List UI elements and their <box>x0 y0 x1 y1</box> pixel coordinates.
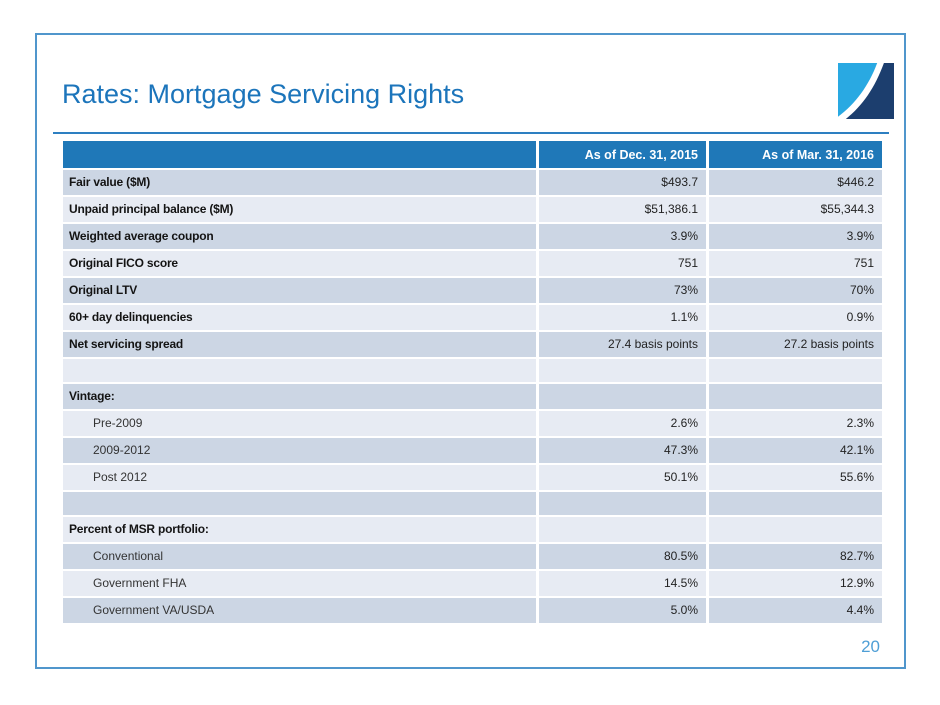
row-label: Vintage: <box>63 384 539 411</box>
cell-value: 4.4% <box>709 598 882 625</box>
table-row: Weighted average coupon 3.9% 3.9% <box>63 224 882 251</box>
table-row: Vintage: <box>63 384 882 411</box>
company-logo-icon <box>838 63 894 119</box>
row-label: Unpaid principal balance ($M) <box>63 197 539 224</box>
slide: Rates: Mortgage Servicing Rights As of D… <box>35 33 906 669</box>
table-row: Post 2012 50.1% 55.6% <box>63 465 882 492</box>
row-label <box>63 359 539 384</box>
cell-value <box>539 359 709 384</box>
row-label: 2009-2012 <box>63 438 539 465</box>
cell-value: 55.6% <box>709 465 882 492</box>
row-label: Pre-2009 <box>63 411 539 438</box>
cell-value <box>539 492 709 517</box>
row-label: Government VA/USDA <box>63 598 539 625</box>
cell-value: 2.3% <box>709 411 882 438</box>
header-cell-dec-2015: As of Dec. 31, 2015 <box>539 141 709 170</box>
cell-value <box>709 359 882 384</box>
title-divider <box>53 132 889 134</box>
table-row: Net servicing spread 27.4 basis points 27.… <box>63 332 882 359</box>
cell-value: 14.5% <box>539 571 709 598</box>
cell-value: 50.1% <box>539 465 709 492</box>
cell-value <box>709 517 882 544</box>
cell-value: 751 <box>709 251 882 278</box>
cell-value: 12.9% <box>709 571 882 598</box>
cell-value: $55,344.3 <box>709 197 882 224</box>
table-row: Pre-2009 2.6% 2.3% <box>63 411 882 438</box>
header-cell-mar-2016: As of Mar. 31, 2016 <box>709 141 882 170</box>
cell-value: 5.0% <box>539 598 709 625</box>
cell-value: 751 <box>539 251 709 278</box>
cell-value: 42.1% <box>709 438 882 465</box>
table-row: Original LTV 73% 70% <box>63 278 882 305</box>
table-row: Fair value ($M) $493.7 $446.2 <box>63 170 882 197</box>
cell-value <box>539 384 709 411</box>
cell-value: 47.3% <box>539 438 709 465</box>
table-row: Government FHA 14.5% 12.9% <box>63 571 882 598</box>
cell-value: 3.9% <box>709 224 882 251</box>
cell-value: 3.9% <box>539 224 709 251</box>
msr-table: As of Dec. 31, 2015 As of Mar. 31, 2016 … <box>63 141 882 625</box>
cell-value: $446.2 <box>709 170 882 197</box>
page-title: Rates: Mortgage Servicing Rights <box>62 79 465 109</box>
table-row: Unpaid principal balance ($M) $51,386.1 $5… <box>63 197 882 224</box>
table-row <box>63 359 882 384</box>
row-label: Fair value ($M) <box>63 170 539 197</box>
table-header: As of Dec. 31, 2015 As of Mar. 31, 2016 <box>63 141 882 170</box>
cell-value <box>539 517 709 544</box>
table-body: Fair value ($M) $493.7 $446.2 Unpaid princi… <box>63 170 882 625</box>
cell-value <box>709 384 882 411</box>
cell-value <box>709 492 882 517</box>
row-label: Weighted average coupon <box>63 224 539 251</box>
cell-value: 1.1% <box>539 305 709 332</box>
cell-value: 82.7% <box>709 544 882 571</box>
cell-value: 0.9% <box>709 305 882 332</box>
cell-value: 2.6% <box>539 411 709 438</box>
table-row: Government VA/USDA 5.0% 4.4% <box>63 598 882 625</box>
cell-value: 80.5% <box>539 544 709 571</box>
cell-value: 70% <box>709 278 882 305</box>
table-row: Percent of MSR portfolio: <box>63 517 882 544</box>
row-label: Conventional <box>63 544 539 571</box>
table-row: Original FICO score 751 751 <box>63 251 882 278</box>
row-label: 60+ day delinquencies <box>63 305 539 332</box>
table-row: 2009-2012 47.3% 42.1% <box>63 438 882 465</box>
table-row: 60+ day delinquencies 1.1% 0.9% <box>63 305 882 332</box>
cell-value: 27.4 basis points <box>539 332 709 359</box>
row-label <box>63 492 539 517</box>
page-number: 20 <box>861 637 880 656</box>
row-label: Original FICO score <box>63 251 539 278</box>
row-label: Government FHA <box>63 571 539 598</box>
header-row: As of Dec. 31, 2015 As of Mar. 31, 2016 <box>63 141 882 170</box>
row-label: Post 2012 <box>63 465 539 492</box>
row-label: Original LTV <box>63 278 539 305</box>
cell-value: $51,386.1 <box>539 197 709 224</box>
header-cell-blank <box>63 141 539 170</box>
table-row <box>63 492 882 517</box>
cell-value: $493.7 <box>539 170 709 197</box>
table-row: Conventional 80.5% 82.7% <box>63 544 882 571</box>
cell-value: 27.2 basis points <box>709 332 882 359</box>
cell-value: 73% <box>539 278 709 305</box>
row-label: Net servicing spread <box>63 332 539 359</box>
row-label: Percent of MSR portfolio: <box>63 517 539 544</box>
